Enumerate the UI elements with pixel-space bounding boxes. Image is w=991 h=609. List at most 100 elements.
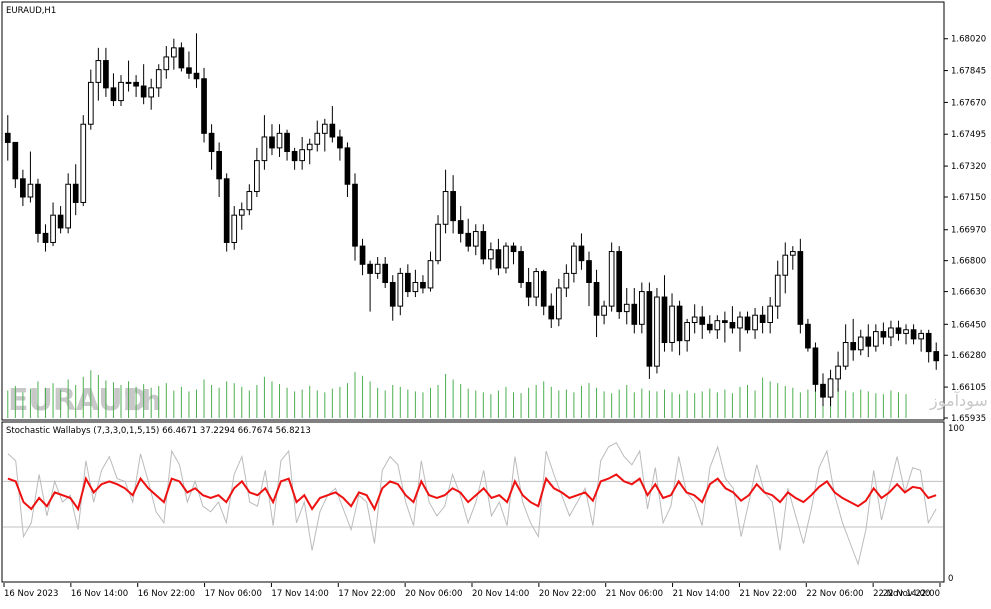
price-tick-label: 1.67845 [951, 67, 986, 77]
candle-body [722, 320, 728, 324]
price-tick-label: 1.67670 [951, 98, 986, 108]
candle-body [661, 296, 668, 344]
candle-body [684, 322, 690, 342]
candle-body [208, 132, 215, 153]
candle-body [533, 271, 540, 298]
candle-body [404, 272, 411, 293]
candle-body [555, 287, 562, 320]
candle-body [744, 316, 751, 331]
candle-body [261, 136, 268, 162]
candle-body [774, 274, 781, 307]
candle-body [397, 272, 404, 307]
indicator-header: Stochastic Wallabys (7,3,3,0,1,5,15) 66.… [6, 426, 311, 436]
candle-body [805, 323, 811, 349]
candle-body [216, 151, 222, 180]
candle-body [269, 136, 275, 149]
stoch-main-line [7, 473, 937, 512]
candle-body [925, 332, 932, 353]
candle-body [789, 251, 796, 256]
candle-body [125, 81, 132, 84]
candle-body [752, 314, 758, 331]
candle-body [759, 314, 766, 324]
candle-body [631, 303, 638, 325]
price-axis: 1.68020 1.67845 1.67670 1.67495 1.67320 1.671… [944, 35, 986, 424]
candle-body [510, 245, 517, 253]
candle-body [699, 316, 706, 325]
candle-body [87, 81, 94, 125]
candle-body [246, 191, 253, 211]
candle-body [812, 347, 819, 385]
candle-body [638, 291, 645, 325]
candle-body [903, 329, 909, 334]
candle-body [767, 305, 774, 324]
candle-body [480, 231, 487, 260]
candle-body [4, 132, 11, 143]
indicator-scale-min: 0 [948, 574, 953, 584]
price-tick-label: 1.65935 [951, 414, 986, 424]
price-tick-label: 1.67150 [951, 193, 986, 203]
candle-body [193, 72, 200, 80]
time-tick-label: 17 Nov 06:00 [205, 589, 262, 599]
candle-body [140, 85, 147, 98]
candle-body [276, 132, 283, 149]
candle-body [170, 47, 177, 58]
time-tick-label: 22 Nov 06:00 [806, 589, 863, 599]
candle-body [608, 251, 615, 307]
candle-body [148, 87, 155, 98]
candle-body [427, 260, 434, 289]
price-tick-label: 1.66280 [951, 351, 986, 361]
candle-body [57, 214, 64, 229]
candle-body [495, 249, 502, 269]
candle-body [442, 191, 449, 225]
time-tick-label: 20 Nov 22:00 [539, 589, 596, 599]
watermark-symbol: EURAUD [8, 383, 148, 418]
candle-body [488, 249, 494, 260]
candle-body [12, 141, 19, 180]
candle-body [872, 331, 879, 347]
candle-body [118, 81, 124, 102]
candle-body [110, 87, 117, 102]
candle-body [646, 291, 653, 367]
candle-body [472, 231, 479, 247]
candle-body [382, 263, 389, 283]
candle-body [201, 78, 207, 134]
candle-body [374, 263, 381, 274]
candle-body [65, 183, 72, 229]
price-tick-label: 1.66450 [951, 320, 986, 330]
candle-body [155, 69, 162, 89]
candle-body [50, 214, 56, 243]
candle-body [103, 60, 109, 89]
candle-body [601, 305, 607, 316]
candle-body [329, 123, 336, 138]
candle-body [367, 263, 373, 274]
candle-body [465, 232, 472, 247]
candle-body [186, 67, 192, 74]
candle-body [254, 160, 260, 193]
candle-body [578, 245, 585, 262]
candle-body [895, 327, 902, 334]
candle-body [306, 143, 313, 151]
candle-body [888, 327, 894, 338]
candle-body [163, 56, 170, 71]
stochastic-lines [3, 442, 943, 566]
watermark-timeframe: 1h [122, 384, 161, 417]
time-tick-label: 16 Nov 22:00 [138, 589, 195, 599]
candle-body [548, 305, 555, 320]
candle-body [910, 329, 917, 340]
candle-body [623, 303, 630, 313]
candle-body [457, 220, 464, 234]
time-tick-label: 16 Nov 2023 [4, 589, 58, 599]
time-tick-label: 22 Nov 22:00 [883, 589, 940, 599]
time-tick-label: 21 Nov 14:00 [673, 589, 730, 599]
time-tick-label: 22 Nov 14:00 [873, 589, 930, 599]
candle-body [42, 232, 49, 243]
candle-body [389, 281, 396, 307]
candle-body [344, 147, 351, 185]
candle-body [571, 245, 577, 274]
candle-body [797, 251, 804, 325]
candle-body [865, 336, 872, 347]
candle-body [80, 123, 87, 203]
time-tick-label: 21 Nov 06:00 [606, 589, 663, 599]
price-tick-label: 1.67320 [951, 162, 986, 172]
